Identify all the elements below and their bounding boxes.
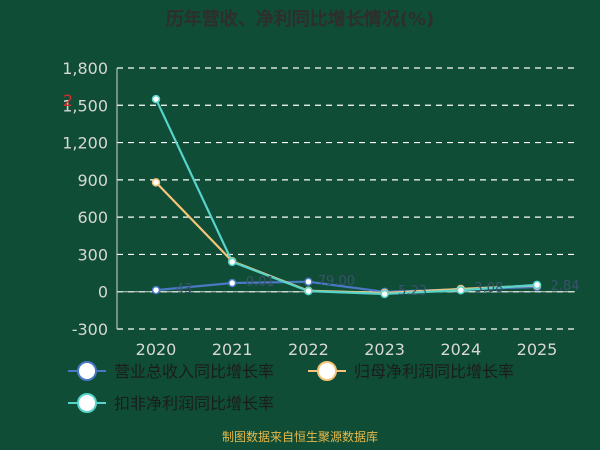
data-point bbox=[532, 280, 542, 290]
y-tick-label: 1,500 bbox=[62, 96, 108, 115]
data-point bbox=[151, 285, 161, 295]
legend-marker-deducted-profit bbox=[77, 393, 97, 413]
y-tick-label: 300 bbox=[77, 245, 108, 264]
legend: 营业总收入同比增长率 归母净利润同比增长率 扣非净利润同比增长率 bbox=[68, 361, 514, 413]
y-tick-label: 600 bbox=[77, 208, 108, 227]
data-label: 0.01 bbox=[246, 275, 275, 290]
legend-label-deducted-profit: 扣非净利润同比增长率 bbox=[114, 394, 274, 413]
chart-title: 历年营收、净利同比增长情况(%) bbox=[166, 8, 435, 30]
series-lines bbox=[155, 98, 538, 296]
legend-item-deducted-profit: 扣非净利润同比增长率 bbox=[68, 393, 274, 413]
data-point bbox=[380, 289, 389, 299]
y-axis-tick-labels: 1,800 1,500 1,200 900 600 300 0 -300 bbox=[62, 59, 108, 339]
x-tick-label: 2025 bbox=[517, 340, 558, 359]
data-label: 2.84 bbox=[551, 279, 580, 294]
data-point bbox=[456, 285, 466, 295]
legend-label-revenue: 营业总收入同比增长率 bbox=[114, 362, 274, 381]
x-tick-label: 2020 bbox=[136, 340, 177, 359]
data-labels: 43 0.01 79.00 5.23 3.08 2.84 bbox=[176, 274, 580, 299]
legend-item-revenue: 营业总收入同比增长率 bbox=[68, 361, 274, 381]
data-point bbox=[151, 94, 161, 104]
legend-marker-net-profit bbox=[317, 361, 337, 381]
legend-marker-revenue bbox=[77, 361, 97, 381]
x-axis-tick-labels: 2020 2021 2022 2023 2024 2025 bbox=[136, 340, 558, 359]
data-point bbox=[227, 257, 237, 267]
y-tick-label: 1,800 bbox=[62, 59, 108, 78]
annotation-marker: 2 bbox=[63, 91, 73, 110]
series-points bbox=[151, 94, 542, 299]
data-label: 79.00 bbox=[318, 274, 355, 289]
data-point bbox=[304, 277, 313, 287]
data-point bbox=[304, 286, 313, 296]
y-tick-label: 900 bbox=[77, 171, 108, 190]
source-footer: 制图数据来自恒生聚源数据库 bbox=[222, 429, 378, 444]
data-point bbox=[227, 278, 237, 288]
data-point bbox=[151, 178, 161, 187]
y-tick-label: -300 bbox=[72, 320, 108, 339]
x-tick-label: 2023 bbox=[364, 340, 405, 359]
y-tick-label: 0 bbox=[98, 283, 108, 302]
x-tick-label: 2024 bbox=[440, 340, 481, 359]
x-tick-label: 2021 bbox=[212, 340, 253, 359]
data-label: 5.23 bbox=[398, 284, 427, 299]
legend-item-net-profit: 归母净利润同比增长率 bbox=[308, 361, 514, 381]
x-tick-label: 2022 bbox=[288, 340, 329, 359]
legend-label-net-profit: 归母净利润同比增长率 bbox=[354, 362, 514, 381]
data-label: 3.08 bbox=[474, 281, 503, 296]
data-label: 43 bbox=[176, 282, 193, 297]
y-tick-label: 1,200 bbox=[62, 134, 108, 153]
series-line-2 bbox=[155, 98, 538, 296]
